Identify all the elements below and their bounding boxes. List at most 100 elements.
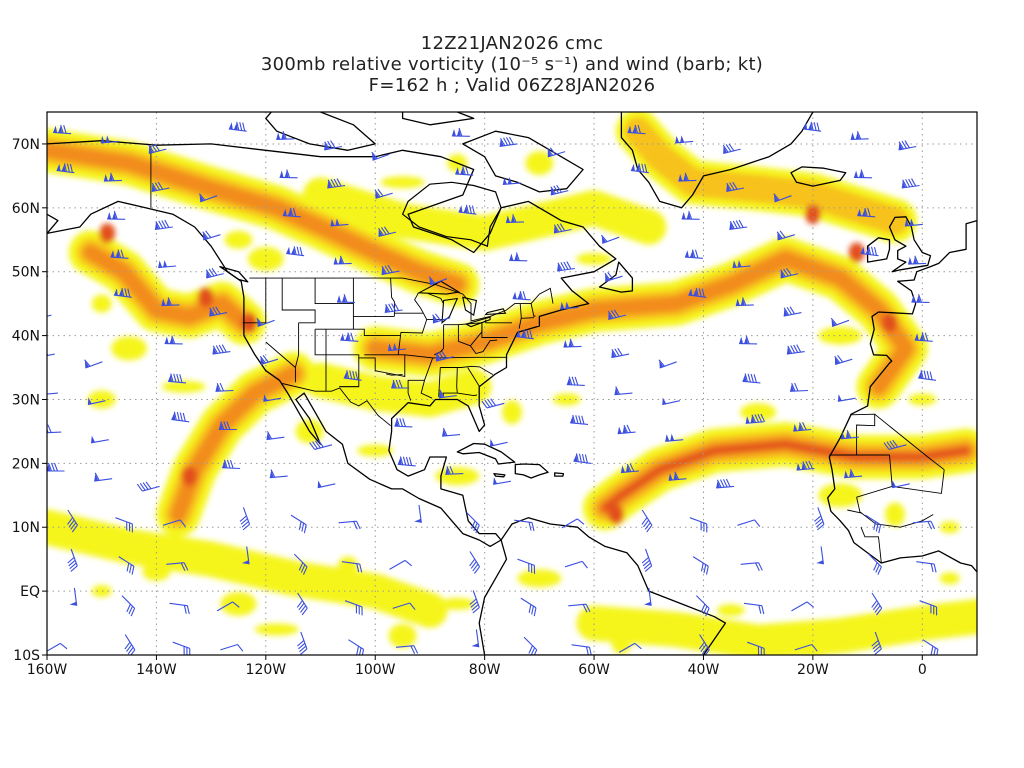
wind-barb (269, 469, 288, 479)
title-line-1: 12Z21JAN2026 cmc (420, 33, 604, 54)
wind-barb (918, 370, 937, 381)
wind-barb (215, 382, 234, 392)
wind-barb (392, 602, 416, 611)
wind-barb (868, 553, 882, 575)
wind-barb (115, 517, 133, 533)
wind-barb (515, 329, 534, 340)
wind-barb (458, 204, 477, 215)
vorticity-peak (607, 504, 624, 525)
wind-barb (607, 309, 626, 320)
vorticity-peak (99, 223, 116, 244)
wind-barb (451, 127, 470, 137)
wind-barb (564, 560, 588, 569)
wind-barb (512, 290, 531, 301)
vorticity-patch (872, 617, 917, 642)
wind-barb (675, 135, 694, 144)
wind-barb (161, 297, 180, 307)
wind-barb (25, 230, 45, 244)
wind-barb (514, 519, 535, 531)
wind-barb (698, 634, 710, 655)
wind-barb (394, 418, 413, 428)
vorticity-patch (87, 390, 116, 409)
wind-barb (466, 512, 480, 534)
wind-barb (737, 519, 761, 527)
wind-barb (168, 373, 187, 384)
wind-barb (469, 551, 481, 574)
wind-barb (381, 264, 400, 276)
political-border (432, 356, 508, 359)
wind-barb (327, 178, 346, 189)
coastline-hispaniola (514, 463, 549, 479)
lon-tick-label: 40W (688, 662, 720, 678)
wind-barb (100, 135, 119, 144)
wind-barb (716, 478, 735, 489)
wind-barb (151, 181, 170, 192)
vorticity-patch (224, 230, 253, 249)
wind-barb (604, 272, 623, 282)
wind-barb (297, 631, 308, 655)
wind-barb (205, 267, 224, 279)
lat-tick-label: 70N (12, 137, 40, 153)
coastline-lake-erie (464, 316, 491, 328)
wind-barb (56, 163, 75, 174)
vorticity-patch (794, 639, 831, 655)
wind-barb (309, 439, 333, 450)
vorticity-patch (247, 246, 284, 271)
vorticity-layer (47, 112, 977, 655)
wind-barb (627, 124, 646, 135)
political-border (242, 278, 267, 324)
wind-barb (786, 344, 805, 355)
wind-barb (601, 234, 620, 244)
wind-barb (343, 370, 362, 381)
wind-barb (438, 389, 457, 399)
wind-barb (789, 382, 809, 392)
political-border (249, 277, 554, 322)
lon-tick-label: 160W (27, 662, 68, 678)
wind-barb (568, 603, 591, 613)
lat-tick-label: 60N (12, 201, 40, 217)
wind-barb (158, 259, 177, 269)
wind-barb (414, 504, 422, 523)
political-border (427, 292, 444, 304)
vorticity-band-atlantic-subtropical-jet (601, 440, 970, 512)
wind-barb (681, 210, 700, 220)
coastline-puerto-rico (554, 472, 565, 477)
wind-barb (340, 332, 359, 342)
wind-barb (898, 140, 917, 151)
vorticity-patch (740, 403, 777, 422)
wind-barb (391, 379, 410, 389)
wind-barb (830, 317, 850, 327)
wind-barb (166, 562, 189, 571)
wind-barb (658, 359, 677, 369)
wind-barb (276, 130, 295, 140)
coastline-iceland (790, 166, 847, 187)
wind-barb (67, 548, 78, 572)
wind-barb (732, 259, 751, 269)
wind-barb (53, 124, 72, 135)
lat-tick-label: 10S (13, 648, 40, 664)
wind-barb (614, 386, 633, 396)
lon-tick-label: 0 (918, 662, 927, 678)
wind-barb (837, 394, 856, 402)
wind-barb (520, 597, 537, 617)
wind-barb (164, 335, 183, 345)
plot-frame (46, 111, 978, 656)
wind-barb (904, 218, 923, 227)
wind-barb (668, 471, 687, 481)
wind-barb (865, 514, 882, 534)
wind-barb (617, 424, 636, 435)
vorticity-patch (111, 336, 148, 361)
wind-barb (202, 230, 221, 241)
political-border (404, 354, 434, 401)
wind-barb (317, 480, 336, 489)
lat-tick-label: 30N (12, 392, 40, 408)
political-border (481, 320, 486, 332)
wind-barb (338, 520, 361, 530)
political-border (467, 367, 480, 387)
wind-barb (678, 172, 697, 182)
wind-barb (844, 468, 863, 479)
lat-tick-label: 20N (12, 456, 40, 472)
vorticity-patch (142, 562, 171, 581)
vorticity-band-tropical-band-pacific (47, 509, 448, 628)
